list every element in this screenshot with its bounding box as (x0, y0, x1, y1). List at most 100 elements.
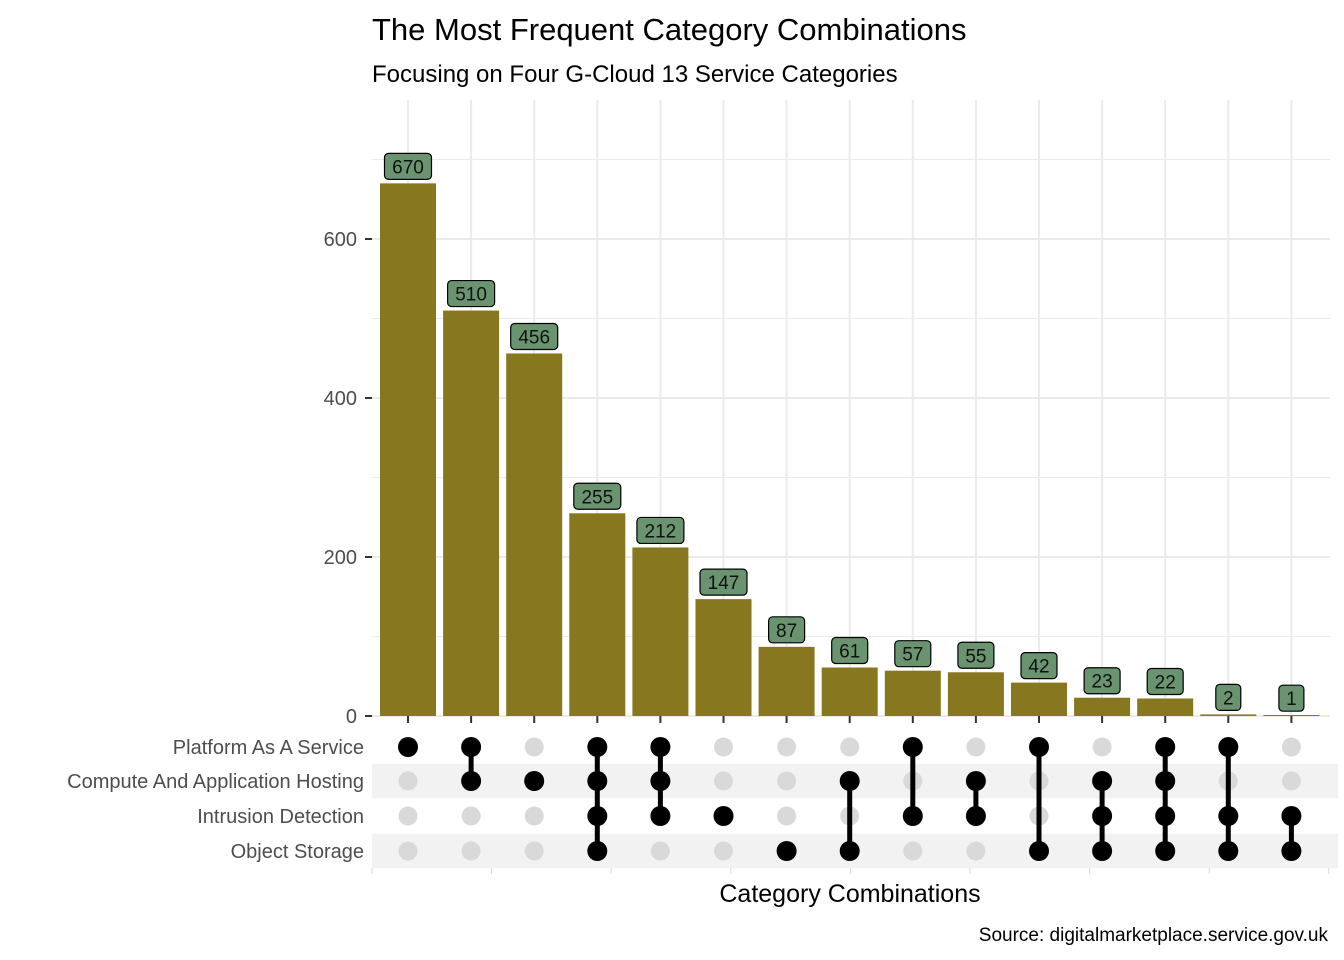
bar-label: 23 (1092, 672, 1113, 693)
bar (506, 353, 563, 716)
y-tick-label: 0 (346, 706, 357, 728)
y-tick-label: 400 (324, 388, 357, 410)
bar-label-box (957, 641, 995, 669)
bar (632, 547, 689, 716)
matrix-dot-inactive (840, 737, 860, 757)
matrix-dot-active (398, 737, 418, 757)
matrix-dot-active (650, 806, 671, 826)
bar (1200, 714, 1257, 716)
matrix-dot-active (461, 771, 482, 791)
bar-label: 670 (392, 157, 424, 178)
matrix-dot-active (965, 771, 986, 791)
matrix-dot-active (587, 841, 608, 861)
bar-label-box (1020, 652, 1058, 680)
matrix-dot-active (965, 806, 986, 826)
chart-subtitle: Focusing on Four G-Cloud 13 Service Cate… (372, 61, 898, 88)
matrix-dot-active (839, 841, 860, 861)
bar-label-box (1278, 684, 1305, 712)
bar-label-box (767, 616, 806, 644)
set-labels: Platform As A Service Compute And Applica… (67, 737, 364, 863)
set-label: Platform As A Service (173, 737, 364, 759)
bar (947, 672, 1004, 716)
matrix-dot-active (1281, 841, 1302, 861)
matrix-dot-active (1218, 841, 1239, 861)
matrix-dot-inactive (461, 841, 481, 861)
bar-label-box (573, 482, 622, 510)
matrix-dot-active (1218, 806, 1239, 826)
matrix-dot-active (1092, 771, 1113, 791)
matrix-dot-inactive (524, 737, 544, 757)
matrix-dot-active (1155, 737, 1176, 757)
matrix-dot-inactive (398, 771, 418, 791)
matrix-dot-inactive (524, 806, 544, 826)
bar (1137, 698, 1194, 716)
bar-label: 22 (1155, 673, 1176, 694)
matrix-dot-active (902, 737, 923, 757)
matrix-dot-active (902, 806, 923, 826)
bar (380, 183, 436, 717)
bar-label: 212 (645, 521, 677, 542)
matrix-dot-active (524, 771, 545, 791)
bar-label: 147 (708, 573, 740, 594)
chart-title: The Most Frequent Category Combinations (372, 12, 966, 47)
matrix-dot-inactive (1092, 737, 1112, 757)
y-tick-label: 200 (324, 547, 357, 569)
bar-label-box (510, 322, 559, 351)
matrix-dot-inactive (777, 771, 797, 791)
bar (1074, 697, 1131, 716)
bar-label-box (1083, 667, 1121, 695)
grid-layer (372, 100, 1330, 717)
set-matrix (398, 737, 1302, 861)
bar-label-box (831, 636, 869, 665)
matrix-dot-active (1218, 737, 1239, 757)
matrix-dot-inactive (966, 737, 986, 757)
matrix-dot-active (587, 771, 608, 791)
bar-label: 2 (1223, 688, 1234, 709)
bar-label: 55 (965, 646, 986, 667)
matrix-dot-inactive (777, 737, 797, 757)
matrix-dot-active (839, 771, 860, 791)
matrix-dot-inactive (398, 806, 418, 826)
x-ticks (371, 716, 1330, 874)
chart-caption: Source: digitalmarketplace.service.gov.u… (979, 925, 1329, 946)
matrix-dot-active (587, 806, 608, 826)
matrix-dot-inactive (714, 841, 733, 861)
matrix-dot-inactive (777, 806, 797, 826)
matrix-dot-active (1155, 806, 1176, 826)
matrix-dot-active (1092, 841, 1113, 861)
bar-label: 87 (776, 621, 797, 642)
matrix-dot-inactive (966, 841, 986, 861)
bar (1011, 682, 1067, 716)
set-label: Compute And Application Hosting (67, 771, 364, 793)
set-label: Object Storage (231, 841, 364, 863)
matrix-dot-active (1155, 841, 1176, 861)
bar (821, 667, 878, 716)
bar-label: 255 (581, 487, 613, 508)
matrix-dot-active (1092, 806, 1113, 826)
bar (569, 513, 626, 716)
set-label: Intrusion Detection (197, 806, 364, 828)
matrix-dot-active (713, 806, 734, 826)
bar-label: 57 (902, 645, 923, 666)
bar-label: 42 (1028, 657, 1049, 678)
bars (380, 183, 1320, 717)
bar-label-box (894, 640, 932, 668)
matrix-dot-active (1029, 737, 1049, 757)
matrix-dot-inactive (714, 737, 733, 757)
matrix-dot-inactive (1281, 771, 1301, 791)
matrix-dot-inactive (524, 841, 544, 861)
matrix-dot-inactive (398, 841, 418, 861)
bar (758, 646, 815, 716)
matrix-dot-inactive (714, 771, 733, 791)
bar-label: 1 (1286, 689, 1297, 710)
matrix-dot-active (1029, 841, 1049, 861)
bar (695, 599, 752, 716)
matrix-dot-active (650, 737, 671, 757)
y-axis: 0 200 400 600 (324, 229, 372, 728)
bar-label-box (383, 152, 433, 180)
matrix-dot-inactive (1281, 737, 1301, 757)
bar-label: 61 (839, 642, 860, 663)
bar-label: 510 (455, 285, 487, 306)
bar-label-box (1215, 683, 1242, 712)
